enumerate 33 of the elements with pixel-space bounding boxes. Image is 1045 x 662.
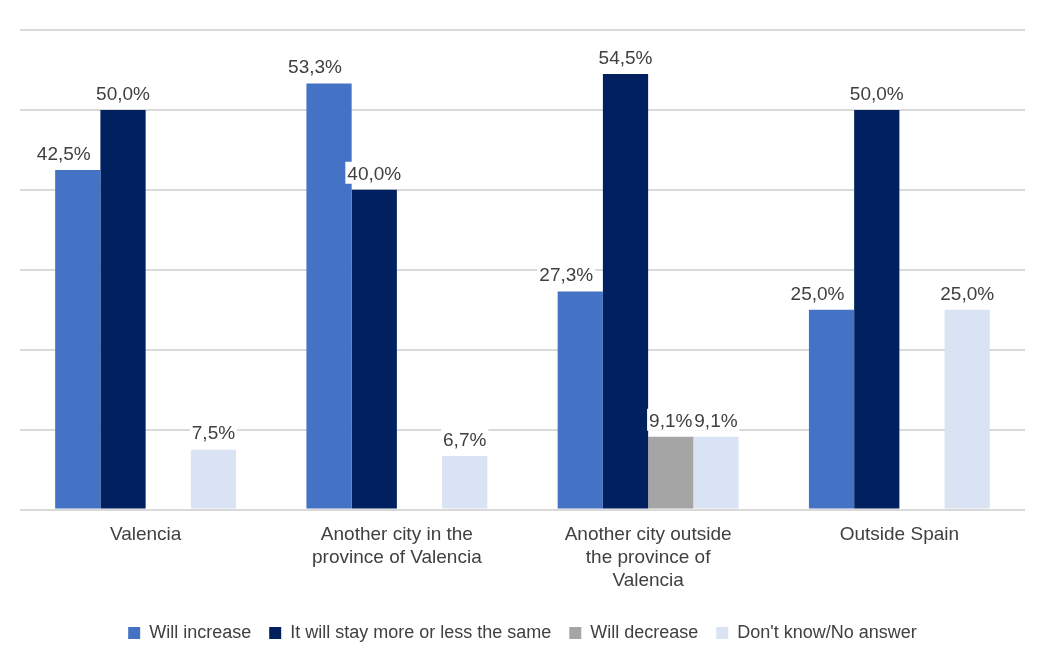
bar: [55, 169, 101, 509]
bar: [808, 309, 855, 509]
data-label: 42,5%: [36, 142, 91, 164]
data-label: 53,3%: [288, 56, 343, 78]
legend-label: Will increase: [149, 621, 252, 642]
bar: [693, 436, 739, 509]
data-label: 7,5%: [191, 422, 236, 444]
data-label: 9,1%: [649, 409, 693, 431]
data-label: 50,0%: [96, 82, 151, 104]
x-tick-label: Valencia: [109, 523, 182, 545]
bar: [100, 109, 146, 509]
bar: [854, 109, 900, 509]
legend-label: It will stay more or less the same: [290, 621, 552, 642]
bar: [557, 291, 603, 509]
bar: [442, 456, 488, 509]
legend-label: Don't know/No answer: [737, 621, 917, 642]
data-label: 9,1%: [694, 409, 738, 431]
bar: [190, 449, 237, 509]
data-label: 40,0%: [347, 162, 402, 184]
data-label: 6,7%: [443, 428, 487, 450]
data-label: 50,0%: [849, 82, 904, 104]
x-tick-label: Another city outside the province of Valencia: [564, 523, 732, 590]
x-tick-label: Outside Spain: [839, 523, 960, 545]
data-label: 25,0%: [790, 282, 845, 304]
bar: [944, 309, 990, 509]
legend-label: Will decrease: [590, 621, 699, 642]
data-label: 25,0%: [940, 282, 995, 304]
x-tick-label: Another city in the province of Valencia: [312, 523, 483, 568]
bar: [351, 189, 397, 509]
data-label: 54,5%: [598, 46, 653, 68]
bar: [602, 73, 649, 509]
bar: [648, 436, 694, 509]
data-label: 27,3%: [539, 264, 594, 286]
